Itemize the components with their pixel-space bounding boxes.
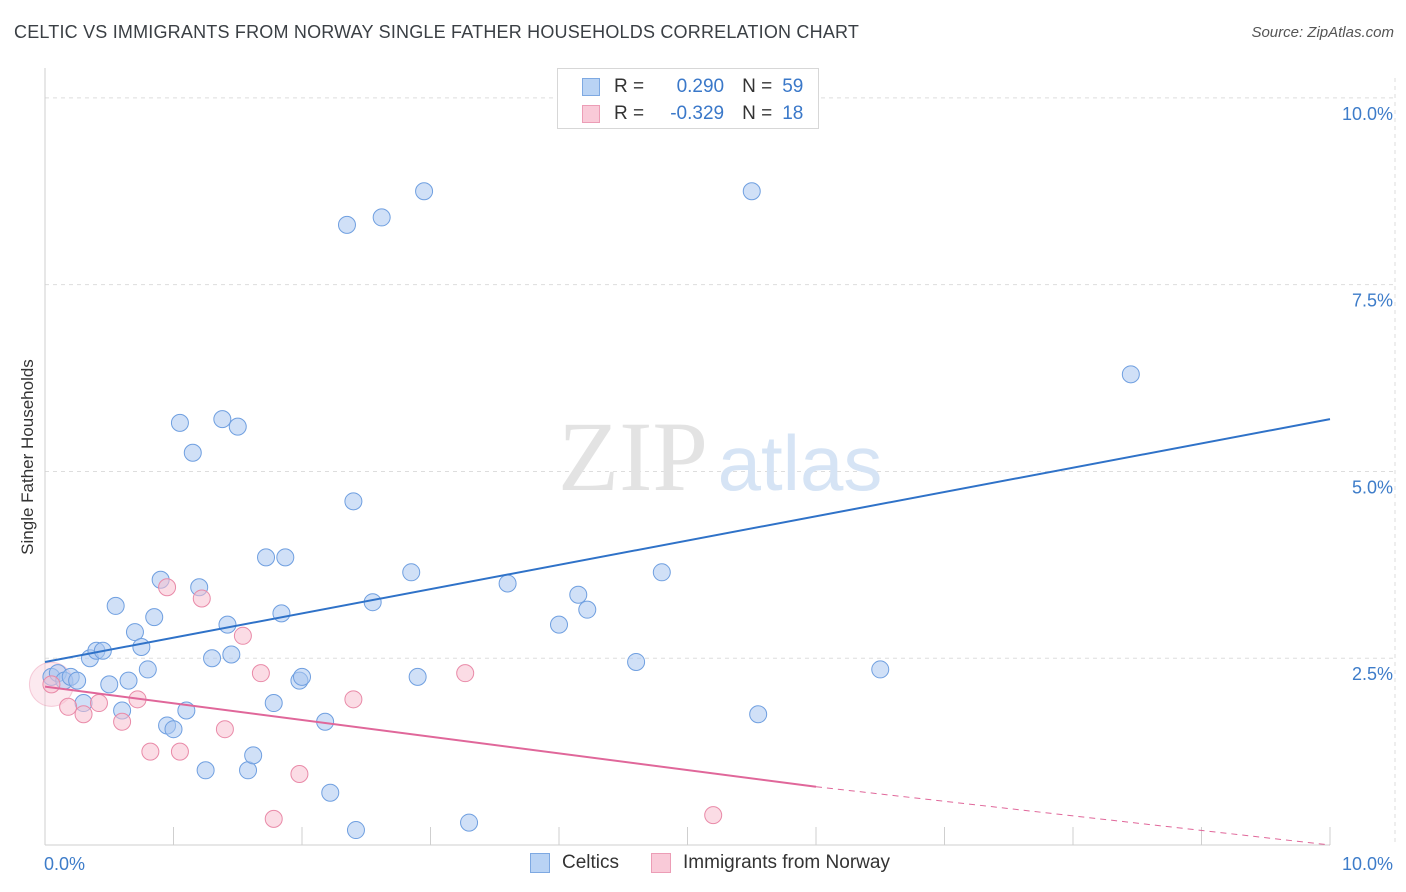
data-point-celtics xyxy=(372,208,391,227)
x-tick-label: 10.0% xyxy=(1342,854,1393,874)
legend-item-norway: Immigrants from Norway xyxy=(651,852,890,874)
legend-r-value: 0.290 xyxy=(676,76,725,97)
legend-r-label: R = xyxy=(614,103,645,124)
data-point-celtics xyxy=(337,215,356,234)
data-point-norway xyxy=(704,806,723,825)
data-point-norway xyxy=(344,690,363,709)
data-point-norway xyxy=(251,664,270,683)
data-point-norway xyxy=(170,742,189,761)
data-point-celtics xyxy=(218,615,237,634)
data-point-celtics xyxy=(257,548,276,567)
legend-row-norway: R = -0.329 N = 18 xyxy=(582,102,803,126)
data-point-norway xyxy=(158,578,177,597)
legend-swatch-blue xyxy=(582,78,600,96)
source-label: Source: ZipAtlas.com xyxy=(1251,24,1394,41)
watermark-atlas: atlas xyxy=(718,419,883,507)
data-point-norway xyxy=(113,712,132,731)
y-tick-label: 5.0% xyxy=(1352,477,1393,497)
data-point-celtics xyxy=(170,413,189,432)
stats-legend: R = 0.290 N = 59 R = -0.329 N = 18 xyxy=(557,68,819,129)
data-point-celtics xyxy=(652,563,671,582)
data-point-celtics xyxy=(346,821,365,840)
data-point-norway xyxy=(42,675,61,694)
legend-r-label: R = xyxy=(614,76,645,97)
data-point-celtics xyxy=(145,608,164,627)
data-point-celtics xyxy=(569,585,588,604)
data-point-norway xyxy=(215,720,234,739)
data-points xyxy=(28,182,1140,840)
data-point-norway xyxy=(192,589,211,608)
data-point-celtics xyxy=(244,746,263,765)
x-tick-label: 0.0% xyxy=(44,854,85,874)
legend-n-value: 59 xyxy=(782,76,804,97)
legend-swatch-celtics xyxy=(530,853,550,873)
data-point-celtics xyxy=(213,410,232,429)
y-tick-label: 7.5% xyxy=(1352,291,1393,311)
data-point-celtics xyxy=(742,182,761,201)
trend-lines xyxy=(44,418,1331,846)
data-point-celtics xyxy=(164,720,183,739)
y-axis-label: Single Father Households xyxy=(18,359,37,555)
legend-label-norway: Immigrants from Norway xyxy=(683,852,890,873)
data-point-celtics xyxy=(749,705,768,724)
data-point-celtics xyxy=(408,667,427,686)
legend-item-celtics: Celtics xyxy=(530,852,619,874)
data-point-celtics xyxy=(119,671,138,690)
data-point-celtics xyxy=(871,660,890,679)
y-tick-label: 10.0% xyxy=(1342,104,1393,124)
data-point-norway xyxy=(141,742,160,761)
data-point-celtics xyxy=(460,813,479,832)
data-point-celtics xyxy=(1121,365,1140,384)
data-point-celtics xyxy=(203,649,222,668)
series-legend: Celtics Immigrants from Norway xyxy=(530,852,922,874)
data-point-celtics xyxy=(132,638,151,657)
data-point-norway xyxy=(456,664,475,683)
data-point-celtics xyxy=(125,623,144,642)
legend-swatch-norway xyxy=(651,853,672,873)
data-point-celtics xyxy=(196,761,215,780)
data-point-norway xyxy=(264,809,283,828)
tick-labels: 2.5% 5.0% 7.5% 10.0% 0.0% 10.0% xyxy=(44,104,1393,874)
axes xyxy=(44,68,1331,846)
y-tick-label: 2.5% xyxy=(1352,664,1393,684)
legend-n-value: 18 xyxy=(782,103,804,124)
chart-title: CELTIC VS IMMIGRANTS FROM NORWAY SINGLE … xyxy=(14,22,860,42)
data-point-celtics xyxy=(363,593,382,612)
data-point-celtics xyxy=(228,417,247,436)
data-point-celtics xyxy=(415,182,434,201)
data-point-celtics xyxy=(138,660,157,679)
data-point-celtics xyxy=(344,492,363,511)
legend-swatch-pink xyxy=(582,105,600,123)
legend-r-value: -0.329 xyxy=(670,103,725,124)
data-point-celtics xyxy=(293,667,311,686)
data-point-celtics xyxy=(239,761,258,780)
data-point-celtics xyxy=(276,548,295,567)
legend-n-label: N = xyxy=(742,76,773,97)
data-point-celtics xyxy=(578,600,597,619)
legend-n-label: N = xyxy=(742,103,773,124)
data-point-norway xyxy=(74,705,93,724)
data-point-celtics xyxy=(68,671,87,690)
data-point-celtics xyxy=(498,574,517,593)
data-point-norway xyxy=(59,697,78,716)
watermark-zip: ZIP xyxy=(558,401,708,512)
data-point-celtics xyxy=(550,615,568,634)
trend-line-norway xyxy=(44,685,817,788)
data-point-norway xyxy=(233,626,252,645)
data-point-celtics xyxy=(264,694,283,713)
data-point-norway xyxy=(89,694,108,713)
trend-line-celtics xyxy=(44,418,1331,663)
data-point-celtics xyxy=(222,645,241,664)
data-point-celtics xyxy=(627,652,646,671)
legend-row-celtics: R = 0.290 N = 59 xyxy=(582,75,803,99)
data-point-norway xyxy=(290,765,309,784)
data-point-celtics xyxy=(100,675,119,694)
legend-label-celtics: Celtics xyxy=(562,852,620,873)
data-point-celtics xyxy=(402,563,421,582)
trend-line-norway-extension xyxy=(815,786,1331,846)
data-point-celtics xyxy=(321,783,340,802)
data-point-celtics xyxy=(183,443,202,462)
data-point-celtics xyxy=(106,596,125,615)
